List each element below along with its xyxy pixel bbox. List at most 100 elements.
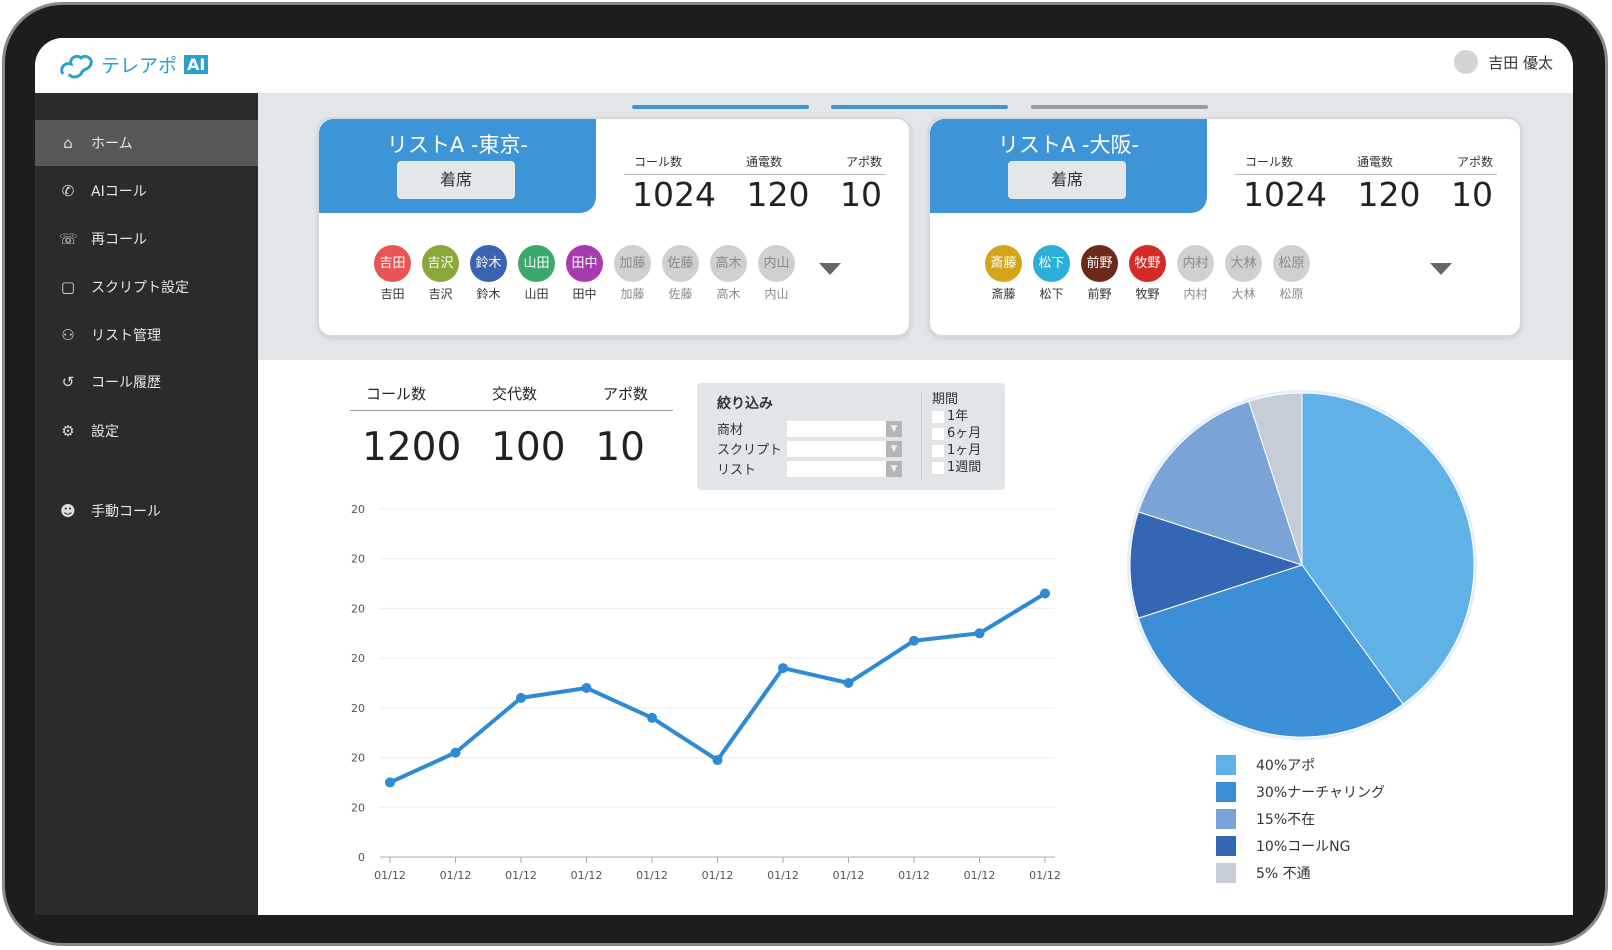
member[interactable]: 吉沢 吉沢 — [422, 245, 459, 302]
legend-swatch — [1216, 808, 1236, 829]
sidebar-item[interactable]: ⚇ リスト管理 — [35, 312, 258, 358]
pie-slice — [1137, 400, 1303, 566]
member-avatar: 鈴木 — [470, 245, 507, 282]
member-name: 松原 — [1279, 287, 1304, 301]
x-tick-label: 01/12 — [374, 869, 406, 882]
list-card[interactable]: リストA -東京- 着席 コール数 通電数 アポ数 1024 120 10 吉田 吉田 吉沢 吉沢 鈴木… — [317, 117, 911, 337]
period-option[interactable]: 1週間 — [932, 459, 981, 476]
member[interactable]: 牧野 牧野 — [1129, 245, 1166, 302]
stat-value: 120 — [746, 175, 810, 214]
member[interactable]: 高木 高木 — [710, 245, 747, 302]
member[interactable]: 田中 田中 — [566, 245, 603, 302]
member[interactable]: 佐藤 佐藤 — [662, 245, 699, 302]
sidebar-item-label: 手動コール — [91, 504, 161, 520]
pie-slice — [1129, 511, 1304, 619]
sidebar-item[interactable]: ↺ コール履歴 — [35, 359, 258, 405]
carousel-indicator[interactable] — [1031, 105, 1208, 109]
status-button[interactable]: 着席 — [1008, 161, 1126, 199]
chevron-down-icon: ▼ — [886, 460, 902, 477]
sidebar-item-label: AIコール — [91, 184, 147, 200]
period-option[interactable]: 6ヶ月 — [932, 425, 981, 442]
summary-stats: コール数 交代数 アポ数 1200 100 10 — [350, 383, 673, 470]
period-option[interactable]: 1年 — [932, 408, 981, 425]
y-tick-label: 20 — [351, 801, 365, 814]
carousel-indicator[interactable] — [632, 105, 809, 109]
member-name: 吉田 — [380, 287, 405, 301]
period-filter: 期間 1年 6ヶ月 1ヶ月 1週間 — [921, 391, 981, 481]
sidebar: ⌂ ホーム ✆ AIコール ☏ 再コール ▢ スクリプト設定 ⚇ リスト管理 ↺ コール履歴 ⚙ 設定 ☻ 手… — [35, 93, 258, 915]
member-list: 斎藤 斎藤 松下 松下 前野 前野 牧野 牧野 内村 内村 大林 大林 松原 松原 — [985, 245, 1310, 302]
period-text: 1週間 — [947, 460, 982, 475]
user-menu[interactable]: 吉田 優太 — [1454, 50, 1553, 74]
line-series — [389, 591, 1047, 785]
sidebar-item[interactable]: ☏ 再コール — [35, 216, 258, 262]
member-avatar: 加藤 — [614, 245, 651, 282]
member[interactable]: 内山 内山 — [758, 245, 795, 302]
member-avatar: 吉沢 — [422, 245, 459, 282]
stat-label: コール数 — [366, 385, 427, 403]
member[interactable]: 大林 大林 — [1225, 245, 1262, 302]
y-tick-label: 20 — [351, 602, 365, 615]
y-tick-label: 0 — [358, 851, 365, 864]
filter-title: 絞り込み — [717, 396, 773, 412]
sidebar-item[interactable]: ⚙ 設定 — [35, 408, 258, 454]
stat-value: 100 — [491, 425, 566, 470]
chevron-down-icon: ▼ — [886, 420, 902, 437]
list-select[interactable]: ▼ — [787, 460, 902, 477]
member[interactable]: 鈴木 鈴木 — [470, 245, 507, 302]
stat-value: 10 — [1450, 175, 1493, 214]
sidebar-item-label: コール履歴 — [91, 375, 161, 391]
sidebar-item[interactable]: ✆ AIコール — [35, 168, 258, 214]
y-tick-label: 20 — [351, 752, 365, 765]
member[interactable]: 内村 内村 — [1177, 245, 1214, 302]
list-card[interactable]: リストA -大阪- 着席 コール数 通電数 アポ数 1024 120 10 斎藤 斎藤 松下 松下 前野… — [928, 117, 1522, 337]
sidebar-item-label: 再コール — [91, 232, 147, 248]
period-option[interactable]: 1ヶ月 — [932, 442, 981, 459]
legend-item: 10%コールNG — [1216, 832, 1385, 859]
member[interactable]: 加藤 加藤 — [614, 245, 651, 302]
sidebar-item[interactable]: ⌂ ホーム — [35, 120, 258, 166]
member-avatar: 斎藤 — [985, 245, 1022, 282]
product-select[interactable]: ▼ — [787, 420, 902, 437]
data-point — [843, 678, 854, 688]
member[interactable]: 前野 前野 — [1081, 245, 1118, 302]
expand-triangle-icon[interactable] — [1430, 263, 1452, 275]
status-button[interactable]: 着席 — [397, 161, 515, 199]
list-overview: リストA -東京- 着席 コール数 通電数 アポ数 1024 120 10 吉田 吉田 吉沢 吉沢 鈴木… — [258, 93, 1573, 360]
member[interactable]: 松原 松原 — [1273, 245, 1310, 302]
legend-label: 40%アポ — [1256, 757, 1316, 774]
member[interactable]: 山田 山田 — [518, 245, 555, 302]
logo-text: テレアポ — [101, 54, 178, 77]
member[interactable]: 斎藤 斎藤 — [985, 245, 1022, 302]
checkbox[interactable] — [932, 461, 944, 474]
sidebar-item[interactable]: ☻ 手動コール — [35, 488, 258, 534]
member[interactable]: 松下 松下 — [1033, 245, 1070, 302]
carousel-indicator[interactable] — [831, 105, 1008, 109]
y-tick-label: 20 — [351, 503, 365, 516]
data-point — [581, 682, 592, 693]
filter-label: 商材 — [717, 423, 744, 438]
x-tick-label: 01/12 — [833, 869, 865, 882]
legend-swatch — [1216, 781, 1236, 802]
legend-label: 15%不在 — [1256, 811, 1316, 828]
member-avatar: 吉田 — [374, 245, 411, 282]
stat-label: 通電数 — [745, 155, 782, 169]
data-point — [1040, 588, 1050, 599]
sidebar-item[interactable]: ▢ スクリプト設定 — [35, 264, 258, 310]
member[interactable]: 吉田 吉田 — [374, 245, 411, 302]
checkbox[interactable] — [932, 410, 944, 423]
legend-item: 5% 不通 — [1216, 859, 1385, 886]
checkbox[interactable] — [932, 427, 944, 440]
x-tick-label: 01/12 — [1029, 869, 1061, 882]
legend-label: 5% 不通 — [1256, 865, 1311, 882]
stat-value: 120 — [1357, 175, 1421, 214]
expand-triangle-icon[interactable] — [819, 263, 841, 275]
logo[interactable]: テレアポ AI — [57, 48, 209, 80]
header: テレアポ AI 吉田 優太 — [35, 38, 1573, 93]
checkbox[interactable] — [932, 444, 944, 457]
member-avatar: 高木 — [710, 245, 747, 282]
list-card-header: リストA -東京- 着席 — [319, 119, 596, 213]
sidebar-item-label: 設定 — [91, 424, 119, 440]
home-icon: ⌂ — [63, 134, 73, 152]
script-select[interactable]: ▼ — [787, 440, 902, 457]
